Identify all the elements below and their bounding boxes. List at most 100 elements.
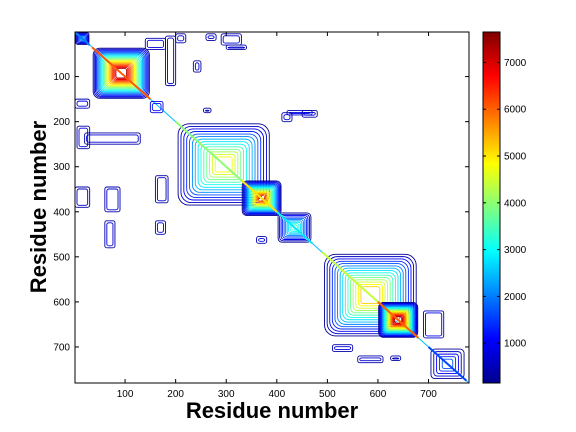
domain-contour [257,194,267,203]
contact-contour [301,109,318,118]
contact-contour [106,188,119,211]
domain-contour [387,309,410,330]
domain-contour [379,303,417,337]
domain-contour [177,123,270,206]
domain-contour [277,212,312,243]
domain-contour [388,311,408,329]
domain-contour [250,188,273,209]
x-tick-label: 100 [117,389,134,400]
x-tick-label: 500 [319,389,336,400]
domain-contour [92,47,150,99]
domain-contour [114,67,129,80]
domain-contour [243,182,280,215]
contact-contour [331,344,354,352]
domain-contour [246,184,277,212]
contact-contour [149,100,164,114]
x-tick-label: 200 [167,389,184,400]
contact-contour [104,220,116,249]
domain-contour [258,194,266,202]
domain-ridge [377,301,420,339]
domain-contour [191,136,256,193]
domain-contour [380,304,416,336]
y-tick-label: 100 [53,72,70,83]
domain-contour [101,55,141,91]
contact-contour [303,111,316,116]
contact-contour [104,186,121,213]
y-tick-label: 400 [53,207,70,218]
domain-contour [390,312,407,328]
contact-contour [194,62,200,71]
domain-contour [289,223,300,232]
colorbar-tick-label: 7000 [504,58,527,69]
domain-contour [291,224,298,231]
domain-contour [102,56,140,90]
x-tick-label: 700 [420,389,437,400]
domain-contour [355,281,386,309]
domain-contour [214,156,233,173]
domain-contour [391,314,405,326]
contact-contour [192,60,202,73]
colorbar-gradient [482,31,501,384]
contact-contour [357,355,384,364]
domain-contour [98,52,145,94]
domain-contour [77,33,88,44]
domain-contour [186,131,262,198]
domain-contour [242,181,281,216]
domain-contour [247,185,276,211]
domain-contour [280,215,309,240]
domain-contour [79,36,86,41]
domain-contour [183,128,265,201]
contact-contour [225,44,247,51]
contour-lines [75,32,469,383]
domain-contour [110,63,132,83]
domain-contour [391,313,406,327]
colorbar-tick-label: 2000 [504,292,527,303]
domain-contour [200,143,247,186]
domain-contour [386,309,411,331]
domain-contour [75,32,90,45]
contact-contour [86,134,139,143]
domain-contour [350,277,391,314]
contact-contour [154,220,166,235]
domain-contour [78,35,86,42]
contact-contour [258,238,266,242]
domain-contour [252,189,271,207]
domain-contour [189,133,259,196]
contact-contour [165,35,177,87]
domain-ridge [427,346,468,382]
contact-contour [76,125,91,150]
domain-contour [331,260,409,330]
contact-contour [283,114,291,121]
domain-contour [381,304,415,335]
domain-contour [180,125,267,203]
domain-contour [393,315,403,325]
colorbar-tick-label: 5000 [504,152,527,163]
contact-contour [205,33,217,42]
x-tick-label: 600 [370,389,387,400]
domain-contour [115,68,128,79]
domain-contour [438,356,457,372]
contact-contour [423,310,445,339]
domain-contour [108,61,134,85]
colorbar-tick-label: 4000 [504,198,527,209]
domain-contour [288,221,301,234]
domain-contour [248,186,275,211]
contact-contour [84,132,141,145]
domain-contour [113,65,130,81]
x-tick-label: 300 [218,389,235,400]
contact-contour [75,186,91,208]
contact-contour [76,188,89,206]
x-tick-label: 400 [268,389,285,400]
domain-contour [286,220,303,235]
domain-contour [339,267,402,323]
domain-contour [283,217,306,238]
domain-contour [337,265,404,325]
x-axis: 100 200 300 400 500 600 700 [117,32,437,400]
domain-contour [197,141,250,188]
contact-contour [207,35,215,40]
domain-contour [436,353,459,375]
domain-contour [206,148,242,181]
plot-frame [74,31,470,384]
domain-contour [253,190,271,206]
